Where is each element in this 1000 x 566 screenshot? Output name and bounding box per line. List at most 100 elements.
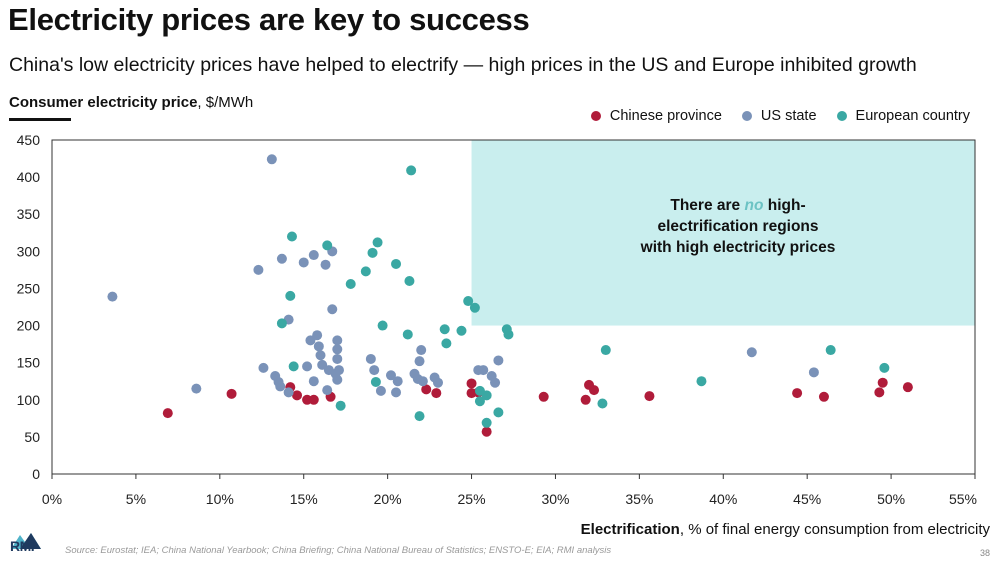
point-us-state — [313, 341, 324, 352]
data-points — [107, 154, 913, 437]
point-european-country — [439, 324, 450, 335]
y-tick-label: 250 — [17, 280, 41, 296]
point-us-state — [332, 353, 343, 364]
point-chinese-province — [580, 394, 591, 405]
legend-label-chinese-province: Chinese province — [609, 108, 722, 124]
point-us-state — [308, 250, 319, 261]
point-us-state — [315, 350, 326, 361]
x-tick-label: 20% — [374, 491, 402, 507]
x-tick-label: 55% — [949, 491, 977, 507]
point-us-state — [312, 330, 323, 341]
point-us-state — [333, 365, 344, 376]
point-chinese-province — [818, 391, 829, 402]
point-european-country — [414, 411, 425, 422]
y-tick-label: 350 — [17, 206, 41, 222]
point-us-state — [276, 253, 287, 264]
point-us-state — [305, 335, 316, 346]
point-chinese-province — [308, 394, 319, 405]
y-tick-label: 200 — [17, 318, 41, 334]
point-chinese-province — [902, 382, 913, 393]
point-european-country — [406, 165, 417, 176]
legend-label-us-state: US state — [760, 108, 817, 124]
point-european-country — [825, 345, 836, 356]
point-european-country — [481, 390, 492, 401]
point-european-country — [474, 396, 485, 407]
point-european-country — [469, 302, 480, 313]
annotation-line-3: with high electricity prices — [640, 239, 836, 256]
point-us-state — [258, 362, 269, 373]
point-us-state — [332, 374, 343, 385]
y-tick-label: 150 — [17, 355, 41, 371]
point-chinese-province — [538, 391, 549, 402]
y-tick-label: 0 — [32, 466, 40, 482]
annotation-line-1-b: high- — [763, 197, 805, 214]
x-tick-label: 40% — [709, 491, 737, 507]
point-us-state — [375, 385, 386, 396]
annotation: There are no high- electrification regio… — [640, 197, 836, 256]
legend-item-european-country: European country — [836, 108, 970, 124]
point-chinese-province — [792, 388, 803, 399]
point-european-country — [696, 376, 707, 387]
point-european-country — [322, 240, 333, 251]
point-chinese-province — [874, 387, 885, 398]
point-us-state — [191, 383, 202, 394]
point-european-country — [456, 325, 467, 336]
point-european-country — [402, 329, 413, 340]
point-chinese-province — [877, 377, 888, 388]
point-chinese-province — [226, 388, 237, 399]
point-european-country — [276, 318, 287, 329]
x-axis-ticks: 0% 5% 10% 15% 20% 25% 30% 35% 40% 45% 50% 55% — [42, 474, 977, 507]
legend-item-us-state: US state — [741, 108, 817, 124]
point-us-state — [369, 365, 380, 376]
point-european-country — [441, 338, 452, 349]
point-european-country — [288, 361, 299, 372]
point-us-state — [478, 365, 489, 376]
point-chinese-province — [644, 391, 655, 402]
legend-dot-european-country — [836, 111, 847, 121]
point-european-country — [285, 290, 296, 301]
point-us-state — [392, 376, 403, 387]
point-us-state — [414, 356, 425, 367]
legend-label-european-country: European country — [855, 108, 970, 124]
point-us-state — [302, 361, 313, 372]
y-axis-label-bold: Consumer electricity price — [9, 94, 198, 111]
point-european-country — [367, 247, 378, 258]
x-tick-label: 15% — [290, 491, 318, 507]
point-european-country — [391, 258, 402, 269]
point-european-country — [335, 400, 346, 411]
x-tick-label: 30% — [541, 491, 569, 507]
x-tick-label: 25% — [458, 491, 486, 507]
point-us-state — [332, 344, 343, 355]
y-tick-label: 450 — [17, 132, 41, 148]
y-axis-label-underline — [9, 118, 71, 121]
point-us-state — [417, 376, 428, 387]
point-european-country — [370, 376, 381, 387]
annotation-line-2: electrification regions — [657, 218, 818, 235]
annotation-emphasis: no — [744, 197, 763, 214]
x-tick-label: 5% — [126, 491, 146, 507]
annotation-line-1-a: There are — [670, 197, 744, 214]
point-us-state — [266, 154, 277, 165]
point-us-state — [322, 385, 333, 396]
x-tick-label: 10% — [206, 491, 234, 507]
point-us-state — [490, 377, 501, 388]
point-chinese-province — [292, 390, 303, 401]
x-axis-label: Electrification, % of final energy consu… — [581, 521, 990, 538]
x-tick-label: 45% — [793, 491, 821, 507]
point-european-country — [360, 266, 371, 277]
x-axis-label-bold: Electrification — [580, 521, 680, 538]
point-chinese-province — [431, 388, 442, 399]
point-chinese-province — [481, 426, 492, 437]
plot-frame — [51, 139, 976, 475]
x-axis-label-desc: , % of final energy consumption from ele… — [679, 521, 990, 538]
point-european-country — [493, 407, 504, 418]
point-us-state — [432, 377, 443, 388]
point-european-country — [597, 398, 608, 409]
chart-title: Electricity prices are key to success — [8, 2, 530, 37]
chart-subtitle: China's low electricity prices have help… — [9, 54, 917, 76]
rmi-logo-text: RMI — [10, 538, 35, 554]
point-us-state — [385, 370, 396, 381]
point-european-country — [372, 237, 383, 248]
point-european-country — [600, 345, 611, 356]
y-axis-label-unit: , $/MWh — [197, 94, 254, 111]
